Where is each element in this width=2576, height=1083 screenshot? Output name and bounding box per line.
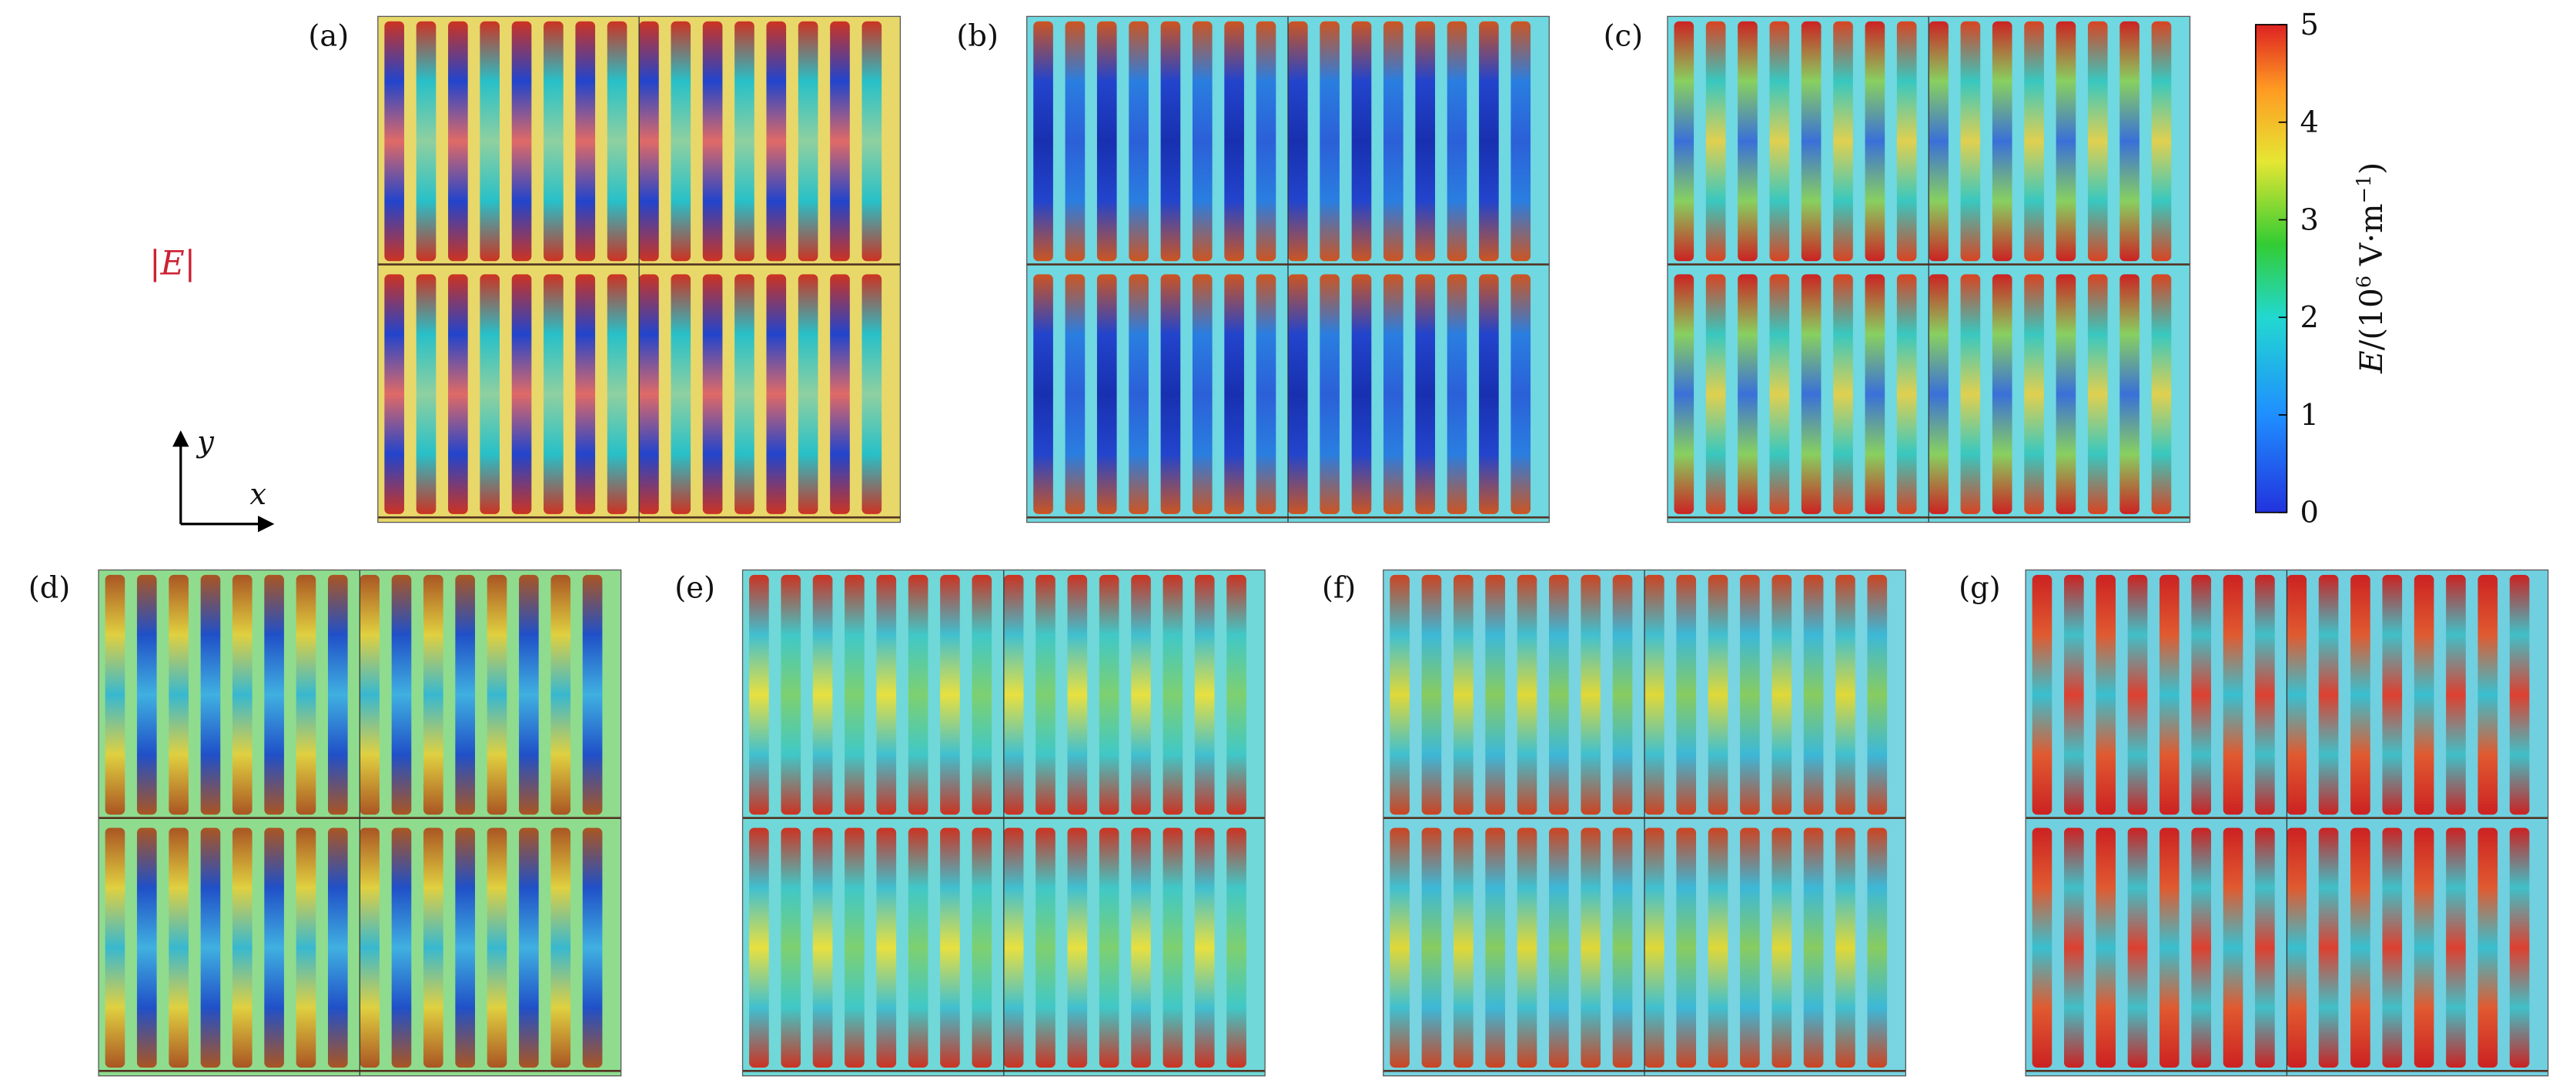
field-map (377, 15, 902, 523)
field-map (1667, 15, 2191, 523)
colorbar-tick-label: 1 (2300, 398, 2318, 433)
colorbar-tick-label: 2 (2300, 300, 2318, 335)
field-map (741, 569, 1266, 1077)
panel-label: (e) (674, 571, 715, 606)
panel-label: (d) (28, 571, 71, 606)
field-map (2025, 569, 2549, 1077)
field-map (1026, 15, 1550, 523)
colorbar-tick-label: 5 (2300, 8, 2318, 42)
colorbar-label-part: V·m (2353, 203, 2390, 275)
colorbar-tick-label: 0 (2300, 496, 2318, 530)
colorbar-label-part: ) (2353, 162, 2390, 175)
field-label: |E| (149, 244, 196, 282)
field-map (1383, 569, 1906, 1077)
x-axis-label: x (249, 477, 266, 512)
axis-arrows: y x (172, 425, 275, 533)
colorbar (2255, 24, 2288, 513)
colorbar-label-part: 6 (2353, 276, 2376, 288)
colorbar-label-part: −1 (2353, 175, 2376, 204)
colorbar-label: E/(106 V·m−1) (2353, 162, 2390, 374)
panel-label: (f) (1322, 571, 1356, 606)
colorbar-label-part: E (2353, 350, 2390, 374)
panel-label: (a) (308, 19, 349, 54)
colorbar-tick-label: 4 (2300, 105, 2318, 140)
field-map (98, 569, 622, 1077)
panel-label: (g) (1959, 571, 2001, 606)
panel-label: (b) (956, 19, 999, 54)
panel-label: (c) (1604, 19, 1643, 54)
panels (98, 15, 2549, 1077)
y-axis-label: y (196, 425, 215, 460)
colorbar-label-part: /(10 (2353, 288, 2390, 350)
colorbar-tick-label: 3 (2300, 202, 2318, 237)
colorbar-ticks: 0 1 2 3 4 5 (2278, 8, 2319, 530)
